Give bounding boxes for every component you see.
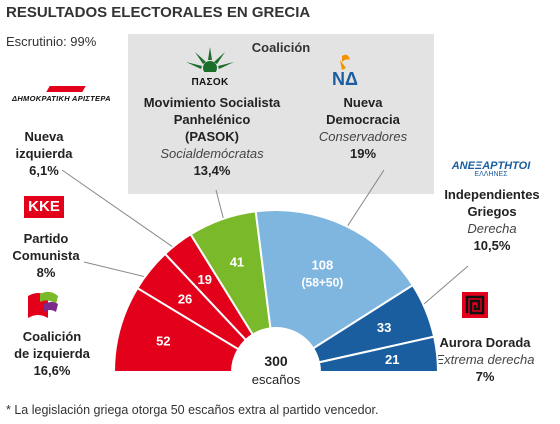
seat-label-pasok: 41 (230, 255, 244, 270)
dimar-logo-text: ΔΗΜΟΚΡΑΤΙΚΗ ΑΡΙΣΤΕΡΑ (12, 94, 111, 103)
pasok-logo: ΠΑΣΟΚ (184, 46, 236, 88)
seat-labels: 52 26 19 41 108 (58+50) 33 21 (156, 255, 399, 367)
label-partido-comunista: Partido Comunista 8% (4, 230, 88, 281)
meander-icon (465, 295, 485, 315)
anel-logo-text: ΑΝΕΞΑΡΤΗΤΟΙ (451, 160, 531, 172)
aurora-name: Aurora Dorada (439, 335, 531, 350)
leader-line-nueva_izquierda (61, 169, 189, 259)
pasok-ideology: Socialdemócratas (160, 146, 264, 161)
anel-name-line2: Griegos (467, 204, 517, 219)
total-unit: escaños (252, 372, 301, 387)
anel-logo: ΑΝΕΞΑΡΤΗΤΟΙ ΕΛΛΗΝΕΣ (436, 160, 546, 178)
seat-sublabel-nueva_democracia: (58+50) (302, 275, 344, 289)
nueva-izquierda-pct: 6,1% (29, 163, 59, 178)
pasok-name-line1: Movimiento Socialista (143, 95, 281, 110)
nd-logo-text: ΝΔ (332, 69, 358, 88)
dimar-logo: ΔΗΜΟΚΡΑΤΙΚΗ ΑΡΙΣΤΕΡΑ (12, 86, 111, 103)
flag-icon (28, 291, 58, 318)
aurora-ideology: Extrema derecha (435, 352, 535, 367)
nd-logo: ΝΔ (328, 52, 368, 89)
syriza-name-line2: de izquierda (14, 346, 90, 361)
scrutiny-text: Escrutinio: 99% (6, 34, 97, 49)
label-pasok: Movimiento Socialista Panhelénico (PASOK… (132, 94, 292, 179)
seat-label-partido_comunista: 26 (178, 291, 192, 306)
coalition-box (128, 34, 434, 194)
sun-icon (186, 47, 234, 75)
seat-label-nueva_democracia: 108 (312, 257, 334, 272)
total-seats: 300 (264, 353, 288, 369)
nueva-izquierda-name-line2: izquierda (15, 146, 73, 161)
label-aurora-dorada: Aurora Dorada Extrema derecha 7% (420, 334, 550, 385)
label-independientes-griegos: Independientes Griegos Derecha 10,5% (432, 186, 552, 254)
nd-pct: 19% (349, 146, 377, 161)
kke-name-line1: Partido (23, 231, 69, 246)
anel-pct: 10,5% (473, 238, 511, 253)
footnote: * La legislación griega otorga 50 escaño… (6, 403, 379, 417)
kke-logo: ΚΚΕ (24, 196, 64, 218)
seat-label-nueva_izquierda: 19 (198, 272, 212, 287)
aurora-pct: 7% (475, 369, 495, 384)
anel-ideology: Derecha (467, 221, 517, 236)
pasok-pct: 13,4% (193, 163, 231, 178)
syriza-name-line1: Coalición (22, 329, 82, 344)
seat-label-coalicion_izquierda: 52 (156, 334, 170, 349)
anel-logo-subtext: ΕΛΛΗΝΕΣ (474, 171, 508, 178)
syriza-logo (26, 290, 60, 320)
nd-name-line2: Democracia (326, 112, 400, 127)
nd-name-line1: Nueva (343, 95, 383, 110)
nd-ideology: Conservadores (318, 129, 408, 144)
kke-name-line2: Comunista (12, 248, 80, 263)
pasok-name-line2: Panhelénico (173, 112, 251, 127)
torch-icon: ΝΔ (332, 54, 358, 89)
label-coalicion-izquierda: Coalición de izquierda 16,6% (2, 328, 102, 379)
label-nueva-democracia: Nueva Democracia Conservadores 19% (298, 94, 428, 162)
anel-name-line1: Independientes (444, 187, 540, 202)
seat-label-independientes_griegos: 33 (377, 320, 391, 335)
kke-pct: 8% (36, 265, 56, 280)
pasok-name-line3: (PASOK) (185, 129, 239, 144)
center-hole (232, 328, 320, 416)
meander-logo (462, 292, 488, 318)
coalition-title: Coalición (251, 40, 311, 55)
kke-logo-text: ΚΚΕ (28, 198, 60, 215)
label-nueva-izquierda: Nueva izquierda 6,1% (4, 128, 84, 179)
pasok-logo-text: ΠΑΣΟΚ (191, 77, 229, 88)
nueva-izquierda-name-line1: Nueva (24, 129, 64, 144)
seat-label-aurora_dorada: 21 (385, 352, 399, 367)
chart-title: RESULTADOS ELECTORALES EN GRECIA (6, 4, 311, 21)
syriza-pct: 16,6% (33, 363, 71, 378)
